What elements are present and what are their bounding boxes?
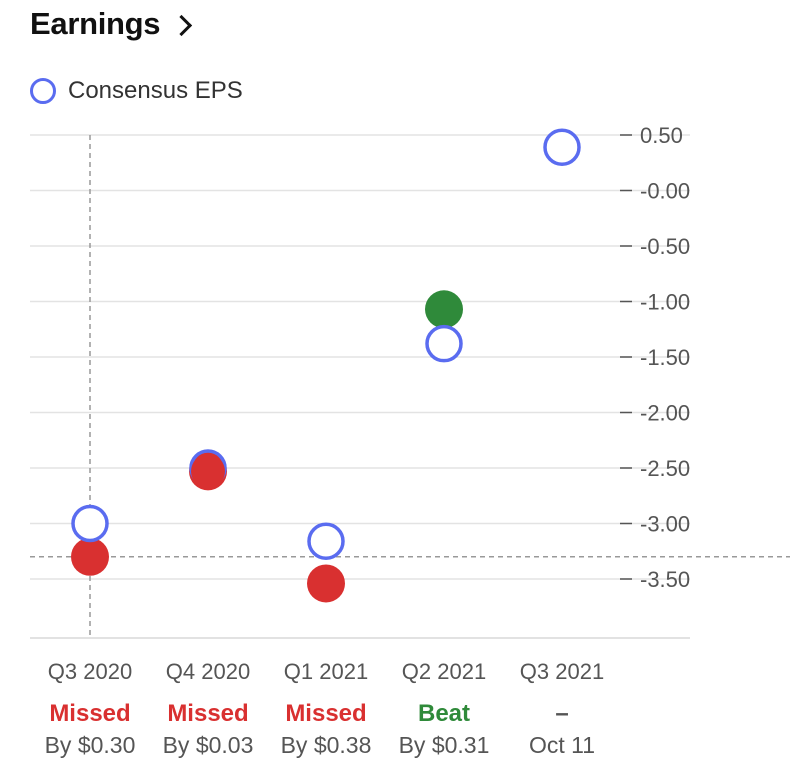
consensus-legend-icon: [30, 78, 56, 104]
x-category-label: Q1 2021: [284, 659, 368, 684]
y-tick-label: -3.50: [640, 567, 690, 592]
y-tick-label: -0.00: [640, 179, 690, 204]
y-tick-label: 0.50: [640, 123, 683, 148]
x-category-label: Q3 2021: [520, 659, 604, 684]
result-detail-label: By $0.38: [281, 732, 372, 758]
result-status-label: Missed: [167, 700, 248, 727]
consensus-eps-point[interactable]: [425, 324, 463, 363]
x-category-label: Q3 2020: [48, 659, 132, 684]
y-tick-label: -2.00: [640, 401, 690, 426]
actual-eps-point[interactable]: [71, 537, 109, 576]
legend-label: Consensus EPS: [68, 77, 243, 104]
result-status-label: Missed: [285, 700, 366, 727]
y-tick-label: -3.00: [640, 512, 690, 537]
y-tick-label: -0.50: [640, 234, 690, 259]
result-status-label: –: [555, 700, 568, 727]
consensus-eps-point[interactable]: [307, 522, 345, 561]
legend: Consensus EPS: [30, 72, 243, 110]
result-detail-label: By $0.30: [45, 732, 136, 758]
y-tick-label: -2.50: [640, 456, 690, 481]
y-tick-label: -1.50: [640, 345, 690, 370]
result-status-label: Missed: [49, 700, 130, 727]
earnings-header[interactable]: Earnings: [30, 2, 193, 46]
result-detail-label: By $0.03: [163, 732, 254, 758]
result-status-label: Beat: [418, 700, 470, 727]
x-category-label: Q2 2021: [402, 659, 486, 684]
actual-eps-point[interactable]: [307, 564, 345, 603]
x-category-label: Q4 2020: [166, 659, 250, 684]
consensus-eps-point[interactable]: [543, 128, 581, 166]
page-title[interactable]: Earnings: [30, 6, 161, 41]
actual-eps-point[interactable]: [191, 454, 225, 489]
actual-eps-point[interactable]: [425, 290, 463, 329]
y-tick-label: -1.00: [640, 290, 690, 315]
consensus-eps-point[interactable]: [71, 504, 109, 543]
result-detail-label: Oct 11: [529, 732, 595, 758]
result-detail-label: By $0.31: [399, 732, 490, 758]
